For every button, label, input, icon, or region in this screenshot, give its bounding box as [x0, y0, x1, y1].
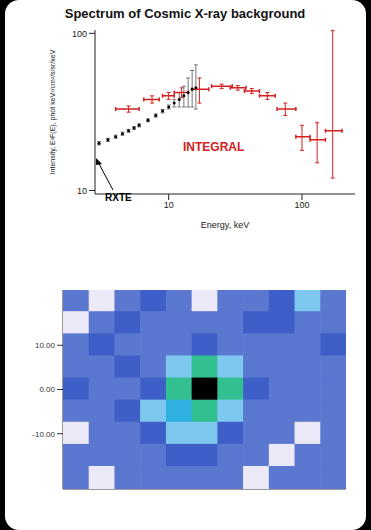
svg-text:0.00: 0.00: [39, 385, 55, 394]
svg-text:Intensity, E²F(E), phot keV²/c: Intensity, E²F(E), phot keV²/cm²/s/sr/ke…: [49, 49, 57, 174]
html-text:INTEGRAL: INTEGRAL: [183, 140, 245, 154]
svg-text:100: 100: [72, 29, 87, 39]
html-text:RXTE: RXTE: [105, 192, 132, 203]
svg-text:10.00: 10.00: [35, 341, 56, 350]
svg-text:-10.00: -10.00: [32, 430, 55, 439]
svg-text:Energy, keV: Energy, keV: [201, 220, 249, 230]
svg-text:100: 100: [294, 200, 309, 210]
svg-text:10: 10: [77, 186, 87, 196]
svg-text:10: 10: [164, 200, 174, 210]
html-text:Spectrum of Cosmic X-ray backg: Spectrum of Cosmic X-ray background: [64, 6, 306, 21]
